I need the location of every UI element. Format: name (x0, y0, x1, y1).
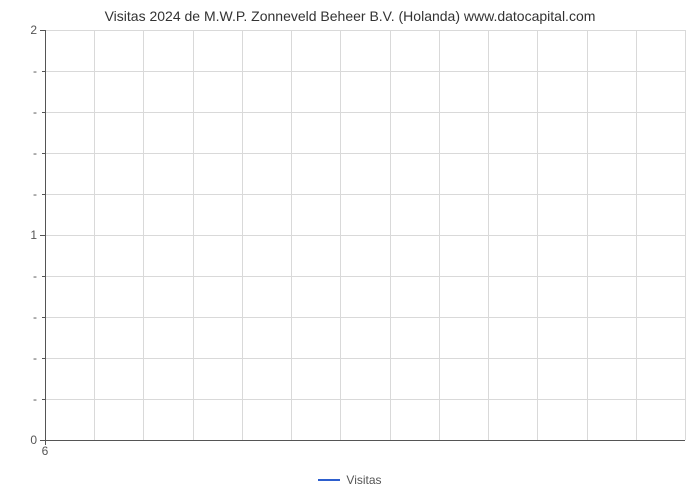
grid-line-horizontal (45, 276, 685, 277)
grid-line-horizontal (45, 112, 685, 113)
y-minor-tick-mark (42, 399, 45, 400)
y-minor-tick-mark (42, 71, 45, 72)
y-minor-tick-mark (42, 112, 45, 113)
y-minor-tick-mark (42, 153, 45, 154)
grid-line-horizontal (45, 71, 685, 72)
y-minor-tick-mark (42, 317, 45, 318)
grid-line-horizontal (45, 399, 685, 400)
y-minor-tick-mark (42, 276, 45, 277)
plot-area: 012--------6 (45, 30, 685, 440)
y-minor-tick-label: - (33, 64, 37, 78)
legend: Visitas (0, 472, 700, 487)
legend-label: Visitas (346, 473, 381, 487)
chart-title: Visitas 2024 de M.W.P. Zonneveld Beheer … (0, 8, 700, 24)
grid-line-horizontal (45, 317, 685, 318)
y-minor-tick-mark (42, 194, 45, 195)
y-tick-label: 2 (30, 23, 37, 37)
x-tick-label: 6 (42, 444, 49, 458)
grid-line-horizontal (45, 358, 685, 359)
grid-line-horizontal (45, 194, 685, 195)
y-minor-tick-label: - (33, 105, 37, 119)
y-tick-mark (40, 30, 45, 31)
x-axis-line (45, 440, 685, 441)
y-tick-label: 0 (30, 433, 37, 447)
y-minor-tick-label: - (33, 351, 37, 365)
grid-line-horizontal (45, 153, 685, 154)
y-minor-tick-label: - (33, 146, 37, 160)
y-minor-tick-label: - (33, 187, 37, 201)
y-minor-tick-mark (42, 358, 45, 359)
y-tick-label: 1 (30, 228, 37, 242)
y-minor-tick-label: - (33, 310, 37, 324)
y-minor-tick-label: - (33, 269, 37, 283)
y-minor-tick-label: - (33, 392, 37, 406)
y-tick-mark (40, 235, 45, 236)
grid-line-horizontal (45, 30, 685, 31)
y-axis-line (45, 30, 46, 440)
grid-line-vertical (685, 30, 686, 440)
grid-line-horizontal (45, 235, 685, 236)
legend-swatch (318, 479, 340, 481)
x-tick-mark (45, 440, 46, 445)
